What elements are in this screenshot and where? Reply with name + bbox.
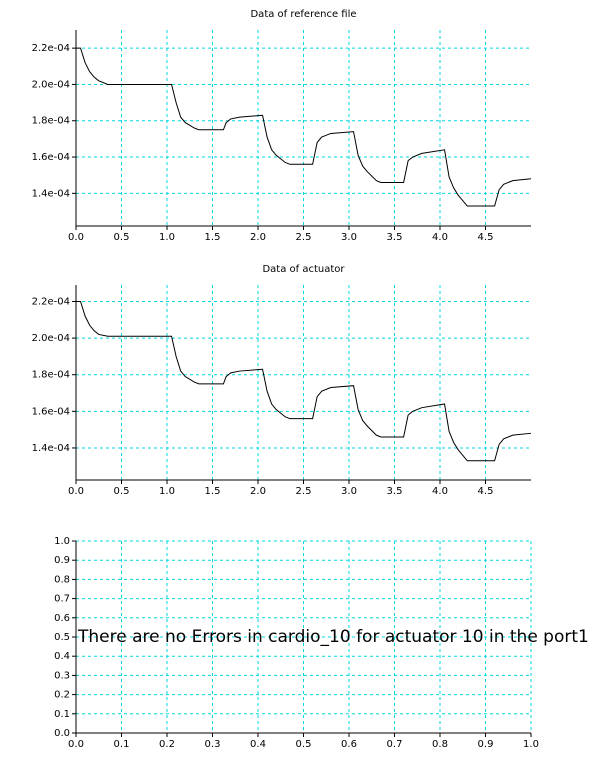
y-tick-label: 2.0e-04 bbox=[32, 333, 70, 344]
x-tick-label: 1.0 bbox=[159, 486, 175, 497]
y-tick-label: 0.2 bbox=[54, 690, 70, 701]
x-tick-label: 2.5 bbox=[296, 486, 312, 497]
y-tick-label: 1.4e-04 bbox=[32, 443, 70, 454]
y-tick-label: 1.0 bbox=[54, 536, 70, 547]
x-tick-label: 0.1 bbox=[114, 739, 130, 750]
x-tick-label: 0.0 bbox=[68, 739, 84, 750]
y-tick-label: 2.2e-04 bbox=[32, 43, 70, 54]
y-tick-label: 0.4 bbox=[54, 651, 70, 662]
x-tick-label: 0.3 bbox=[205, 739, 221, 750]
data-line bbox=[76, 47, 532, 207]
y-tick-label: 1.6e-04 bbox=[32, 152, 70, 163]
y-tick-label: 0.7 bbox=[54, 594, 70, 605]
y-tick-label: 0.1 bbox=[54, 709, 70, 720]
x-tick-label: 1.5 bbox=[205, 486, 221, 497]
y-tick-label: 0.5 bbox=[54, 632, 70, 643]
x-tick-label: 0.5 bbox=[114, 232, 130, 243]
y-tick-label: 2.0e-04 bbox=[32, 79, 70, 90]
x-tick-label: 0.0 bbox=[68, 232, 84, 243]
x-tick-label: 0.9 bbox=[478, 739, 494, 750]
x-tick-label: 0.8 bbox=[432, 739, 448, 750]
chart-title: Data of reference file bbox=[250, 9, 356, 20]
x-tick-label: 0.0 bbox=[68, 486, 84, 497]
x-tick-label: 0.5 bbox=[296, 739, 312, 750]
x-tick-label: 1.0 bbox=[523, 739, 539, 750]
x-tick-label: 0.4 bbox=[250, 739, 266, 750]
y-tick-label: 1.8e-04 bbox=[32, 116, 70, 127]
x-tick-label: 2.5 bbox=[296, 232, 312, 243]
x-tick-label: 4.5 bbox=[478, 486, 494, 497]
x-tick-label: 4.0 bbox=[432, 486, 448, 497]
y-tick-label: 0.6 bbox=[54, 613, 70, 624]
x-tick-label: 0.2 bbox=[159, 739, 175, 750]
x-tick-label: 3.0 bbox=[341, 232, 357, 243]
y-tick-label: 0.8 bbox=[54, 574, 70, 585]
y-tick-label: 0.9 bbox=[54, 555, 70, 566]
x-tick-label: 2.0 bbox=[250, 486, 266, 497]
x-tick-label: 1.5 bbox=[205, 232, 221, 243]
x-tick-label: 3.5 bbox=[387, 486, 403, 497]
y-tick-label: 1.4e-04 bbox=[32, 188, 70, 199]
chart-title: Data of actuator bbox=[262, 264, 345, 275]
x-tick-label: 0.7 bbox=[387, 739, 403, 750]
annotation: There are no Errors in cardio_10 for act… bbox=[77, 627, 589, 647]
x-tick-label: 3.0 bbox=[341, 486, 357, 497]
y-tick-label: 2.2e-04 bbox=[32, 296, 70, 307]
x-tick-label: 4.0 bbox=[432, 232, 448, 243]
x-tick-label: 1.0 bbox=[159, 232, 175, 243]
x-tick-label: 0.5 bbox=[114, 486, 130, 497]
data-line bbox=[76, 300, 532, 462]
y-tick-label: 0.0 bbox=[54, 728, 70, 739]
y-tick-label: 0.3 bbox=[54, 670, 70, 681]
x-tick-label: 3.5 bbox=[387, 232, 403, 243]
x-tick-label: 2.0 bbox=[250, 232, 266, 243]
x-tick-label: 4.5 bbox=[478, 232, 494, 243]
y-tick-label: 1.6e-04 bbox=[32, 406, 70, 417]
y-tick-label: 1.8e-04 bbox=[32, 370, 70, 381]
x-tick-label: 0.6 bbox=[341, 739, 357, 750]
